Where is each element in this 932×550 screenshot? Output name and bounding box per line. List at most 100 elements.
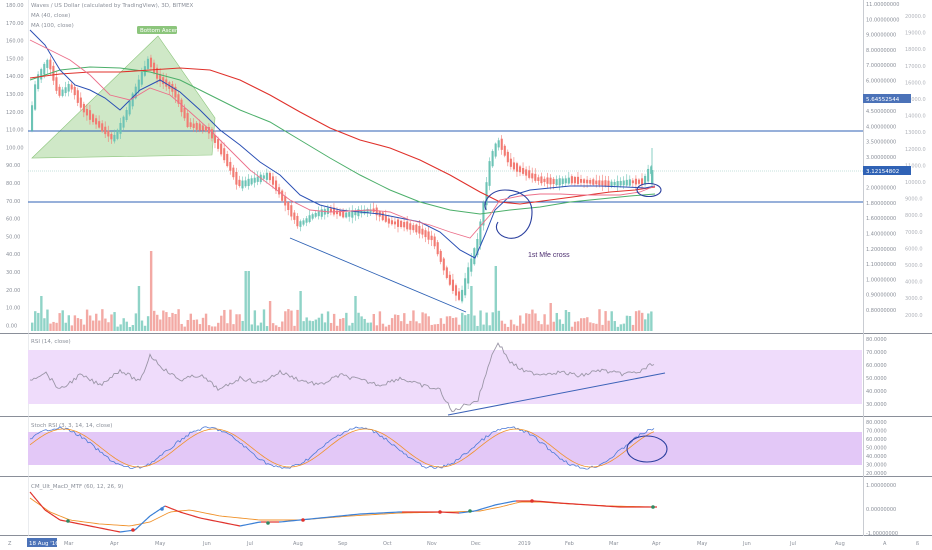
left-price-tick: 40.00 [6, 252, 20, 258]
volume-bar [570, 326, 574, 331]
volume-bar [217, 322, 220, 331]
macd-cross-dot [301, 518, 305, 522]
candle-body [366, 209, 369, 214]
right-volume-tick: 5000.0 [905, 263, 923, 269]
volume-bar [192, 319, 196, 331]
right-price-tick: 0.90000000 [866, 293, 896, 299]
candle-body [479, 221, 482, 246]
left-badge[interactable]: Z [8, 541, 12, 547]
candle-body [177, 94, 180, 104]
volume-bar [226, 323, 229, 331]
left-price-tick: 0.00 [6, 323, 17, 329]
right-price-tick: 7.00000000 [866, 63, 896, 69]
candle-body [397, 219, 400, 227]
candle-body [357, 209, 360, 217]
volume-bar [162, 310, 165, 331]
right-volume-tick: 16000.0 [905, 80, 926, 86]
candle-body [619, 180, 622, 186]
settings-button[interactable]: ß [916, 541, 919, 547]
time-label: Feb [565, 541, 574, 547]
macd-segment [254, 521, 259, 524]
right-volume-tick: 20000.0 [905, 14, 926, 20]
wedge-label-bg [137, 26, 177, 34]
time-label: Jun [202, 541, 211, 547]
volume-bar [287, 309, 290, 331]
volume-bar [332, 313, 336, 331]
macd-segment [44, 509, 49, 513]
right-price-tick: 4.00000000 [866, 124, 896, 130]
candle-body [314, 212, 317, 217]
time-label: Mar [609, 541, 619, 547]
last-candle-body [651, 170, 654, 184]
macd-segment [101, 527, 106, 530]
volume-bar [320, 313, 324, 331]
volume-bar [390, 318, 394, 331]
candle-body [31, 105, 34, 131]
volume-bar [189, 313, 192, 331]
volume-bar [512, 324, 516, 331]
candle-body [113, 134, 116, 142]
macd-tick: 0.00000000 [866, 507, 896, 513]
right-volume-tick: 7000.0 [905, 230, 923, 236]
right-price-tick: 0.80000000 [866, 308, 896, 314]
volume-bar [61, 310, 64, 331]
candle-body [34, 84, 37, 110]
candle-body [546, 177, 549, 184]
volume-bar [583, 318, 586, 331]
volume-bar [281, 321, 284, 331]
volume-bar [598, 309, 601, 331]
volume-bar [406, 323, 409, 331]
rsi-scale: 80.0000 70.0000 60.0000 50.0000 40.0000 30.00… [866, 337, 887, 408]
candle-body [570, 176, 573, 184]
left-price-tick: 150.00 [6, 56, 24, 62]
stoch-tick: 70.0000 [866, 429, 887, 435]
candle-body [107, 130, 110, 137]
volume-bar [634, 311, 638, 331]
candle-body [85, 108, 88, 116]
price-tag-top-text: 5.64552544 [866, 97, 900, 103]
stoch-tick: 60.0000 [866, 437, 887, 443]
macd-segment [98, 527, 103, 529]
volume-bar [515, 325, 519, 331]
candle-body [287, 201, 290, 211]
volume-bar [393, 314, 397, 331]
macd-segment [506, 501, 511, 504]
right-price-tick: 2.00000000 [866, 186, 896, 192]
volume-bar [500, 320, 504, 331]
candle-body [186, 113, 189, 127]
candle-body [146, 58, 149, 69]
volume-bar [451, 317, 455, 331]
candle-body [415, 224, 418, 233]
macd-segment [134, 526, 139, 531]
candle-body [284, 196, 287, 206]
volume-bar [387, 324, 391, 331]
volume-bar [488, 325, 491, 331]
volume-bar [567, 312, 571, 331]
macd-segment [152, 511, 157, 515]
candle-body [241, 180, 244, 189]
left-price-scale: 180.00 170.00 160.00 150.00 140.00 130.00 120.… [6, 3, 24, 329]
price-tag-current [863, 166, 911, 175]
volume-bar [113, 312, 116, 331]
candle-body [226, 153, 229, 167]
volume-bar [424, 313, 427, 331]
candle-body [326, 207, 329, 214]
candle-body [140, 71, 143, 85]
macd-segment [503, 502, 508, 504]
macd-segment [500, 502, 505, 505]
candle-body [278, 187, 281, 195]
macd-tick: 1.00000000 [866, 483, 896, 489]
volume-bar [473, 315, 476, 331]
candle-body [631, 180, 634, 184]
volume-bar [177, 309, 180, 331]
volume-bar [412, 310, 415, 331]
right-price-tick: 6.00000000 [866, 79, 896, 85]
volume-bar [494, 266, 497, 331]
volume-bar [561, 323, 565, 331]
macd-segment [104, 528, 109, 531]
candle-body [448, 274, 451, 285]
volume-bar [470, 286, 473, 331]
volume-bar [610, 311, 613, 331]
auto-scale-button[interactable]: A [883, 541, 887, 547]
right-volume-tick: 9000.0 [905, 197, 923, 203]
